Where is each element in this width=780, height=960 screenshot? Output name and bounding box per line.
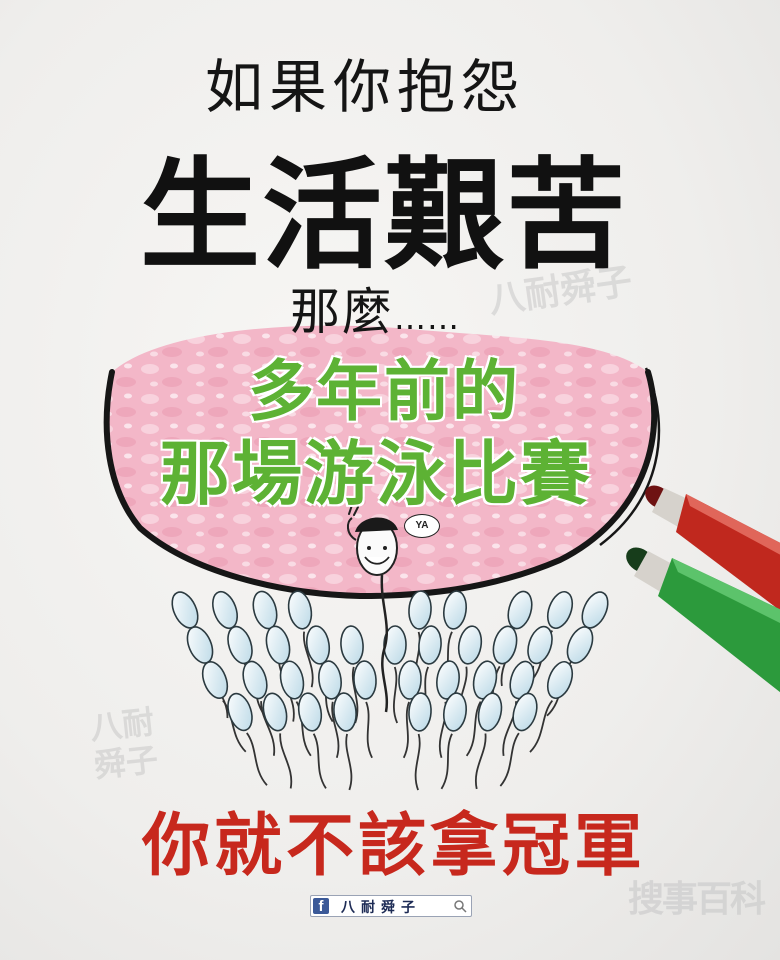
- sperm: [227, 692, 268, 786]
- sperm: [474, 692, 503, 790]
- facebook-page-name[interactable]: 八耐舜子: [341, 900, 421, 916]
- sperm: [201, 661, 247, 753]
- sperm: [333, 692, 357, 791]
- facebook-logo-icon: f: [313, 898, 329, 915]
- sperm: [353, 660, 377, 759]
- bubble-text-line-1: 多年前的: [248, 353, 520, 430]
- speech-bubble: YA: [404, 514, 440, 538]
- conclusion-text: 你就不該拿冠軍: [142, 807, 647, 886]
- headline-line-3-dots: ……: [394, 299, 460, 337]
- headline-line-2: 生活艱苦: [140, 147, 628, 286]
- sperm: [440, 692, 467, 790]
- headline-line-3-text: 那麼: [290, 283, 394, 341]
- bubble-text-line-2: 那場游泳比賽: [160, 433, 592, 515]
- sperm: [287, 590, 314, 688]
- red-marker: [645, 485, 780, 611]
- sperm: [408, 692, 432, 791]
- headline-line-3: 那麼……: [290, 272, 460, 344]
- sperm-crowd: [171, 590, 609, 791]
- pink-egg-cell: [103, 325, 661, 600]
- artist-watermark-left: 八耐舜子: [88, 702, 160, 785]
- sperm: [318, 660, 342, 759]
- sperm: [242, 660, 276, 756]
- corner-watermark: 搜事百科: [628, 879, 766, 920]
- sperm: [297, 692, 327, 789]
- sperm: [499, 692, 538, 787]
- sperm: [262, 692, 293, 789]
- search-icon[interactable]: [453, 899, 467, 913]
- winner-sperm-with-face: [346, 504, 398, 713]
- sperm: [529, 660, 574, 753]
- sperm: [465, 660, 498, 757]
- headline-line-1: 如果你抱怨: [205, 53, 526, 121]
- facebook-page-bar[interactable]: f 八耐舜子: [310, 895, 472, 917]
- sperm: [383, 625, 407, 724]
- green-marker: [626, 547, 780, 693]
